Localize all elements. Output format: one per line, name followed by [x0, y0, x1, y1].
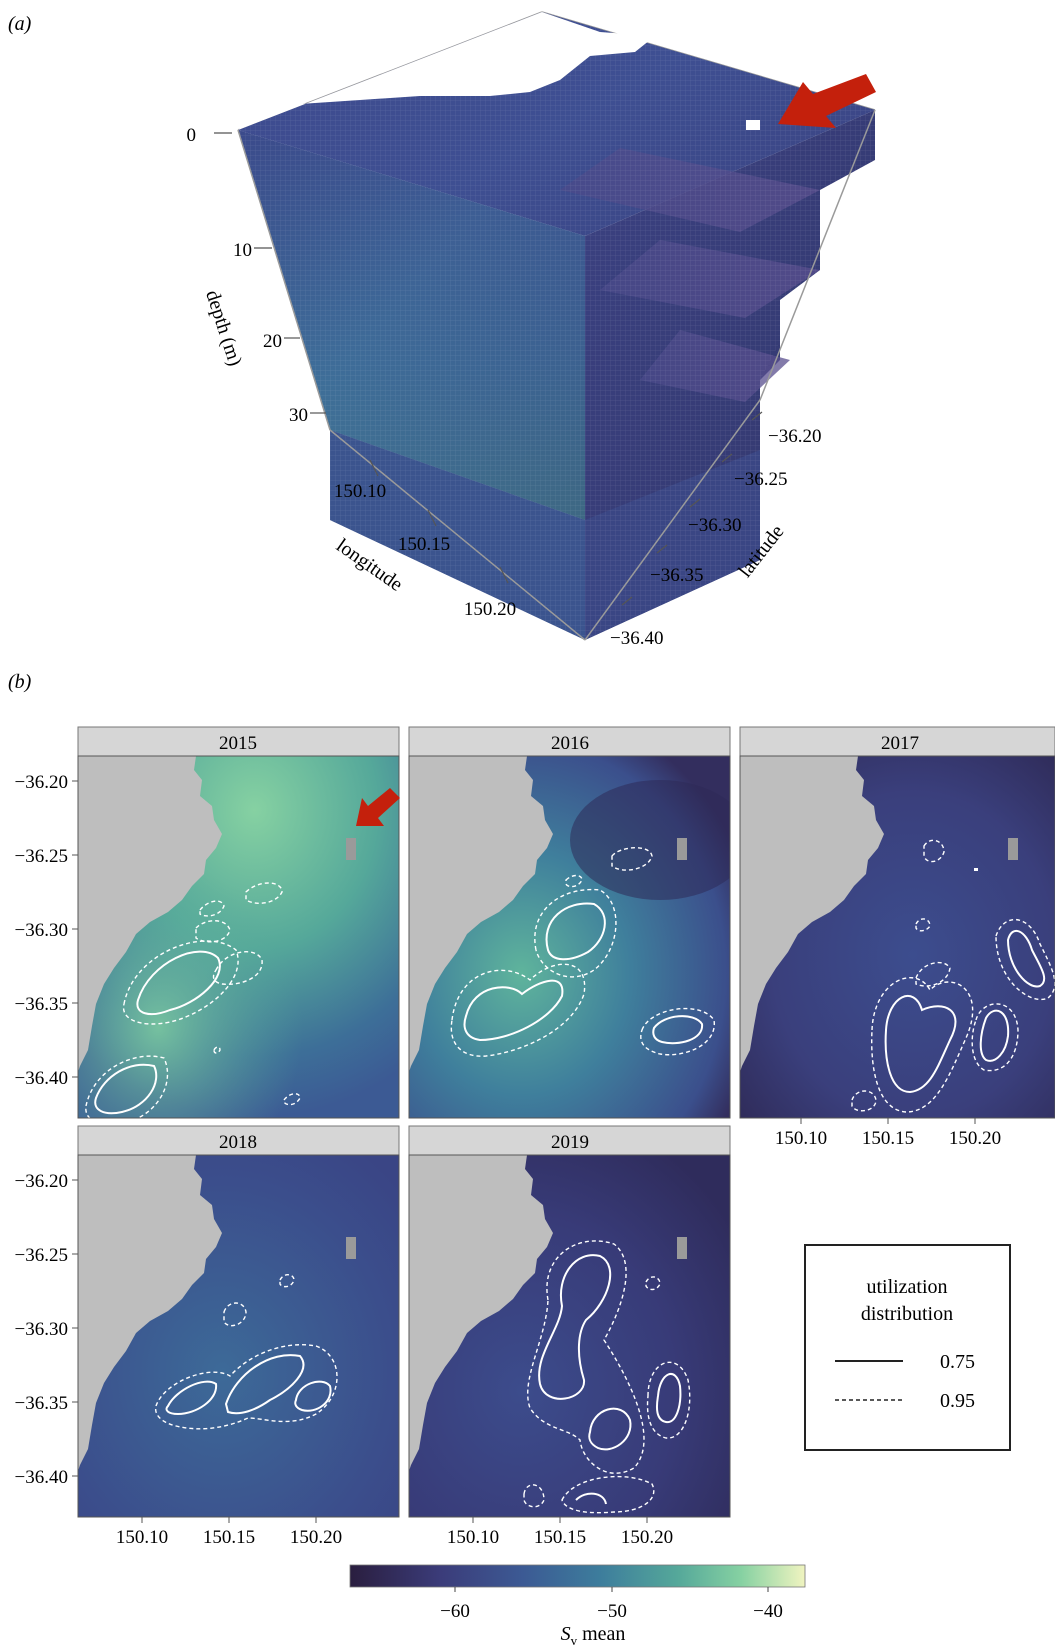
- depth-tick-10: 10: [233, 240, 252, 261]
- x-tick-150-10-2018: 150.10: [116, 1527, 168, 1548]
- x-tick-150-20-2018: 150.20: [290, 1527, 342, 1548]
- facet-title-2019: 2019: [551, 1132, 589, 1153]
- y-tick-36-40-bottom: −36.40: [15, 1467, 68, 1488]
- legend-box: [804, 1244, 1011, 1451]
- island-marker: [746, 120, 760, 130]
- y-tick-36-30-bottom: −36.30: [15, 1319, 68, 1340]
- island-2017: [1008, 838, 1018, 860]
- x-axis-2019: 150.10 150.15 150.20: [447, 1527, 673, 1548]
- colorbar-tick-minus60: −60: [440, 1601, 470, 1622]
- ud75-contours-2017: [884, 929, 1046, 1094]
- red-arrow-3d: [778, 74, 876, 128]
- land-2015: [78, 756, 222, 1072]
- x-tick-150-10-2017: 150.10: [775, 1128, 827, 1149]
- panel-a-label: (a): [8, 13, 32, 35]
- ud75-contours-2015: [94, 950, 221, 1115]
- legend-label-095: 0.95: [940, 1390, 975, 1412]
- ud95-contours-2018: [154, 1274, 338, 1430]
- x-axis-2018: 150.10 150.15 150.20: [116, 1527, 342, 1548]
- x-axis-2017: 150.10 150.15 150.20: [775, 1128, 1001, 1149]
- y-tick-36-25-bottom: −36.25: [15, 1245, 68, 1266]
- facet-title-2017: 2017: [881, 733, 919, 754]
- red-arrow-2015: [356, 788, 400, 826]
- depth-axis-title: depth (m): [201, 288, 246, 369]
- panel-a-3d-volume: 0 10 20 30 depth (m) 150.10 150.15 150.2…: [187, 11, 876, 649]
- y-tick-36-35-bottom: −36.35: [15, 1393, 68, 1414]
- panel-frame-2015: [77, 755, 400, 1119]
- colorbar-tick-minus40: −40: [753, 1601, 783, 1622]
- x-tick-150-15-2017: 150.15: [862, 1128, 914, 1149]
- land-2018: [78, 1155, 222, 1471]
- longitude-tick-150-10: 150.10: [334, 481, 386, 502]
- legend-title-line2: distribution: [861, 1303, 953, 1325]
- ud75-contours-2016: [463, 902, 704, 1045]
- depth-axis-ticks: [214, 132, 326, 414]
- x-tick-150-15-2019: 150.15: [534, 1527, 586, 1548]
- depth-tick-0: 0: [187, 125, 197, 146]
- longitude-tick-150-20: 150.20: [464, 599, 516, 620]
- land-2016: [409, 756, 553, 1072]
- island-2016: [677, 838, 687, 860]
- island-2015: [346, 838, 356, 860]
- y-axis-bottom-row: −36.20 −36.25 −36.30 −36.35 −36.40: [15, 1171, 68, 1488]
- latitude-tick-36-20: −36.20: [768, 426, 821, 447]
- x-tick-150-20-2019: 150.20: [621, 1527, 673, 1548]
- x-tick-150-10-2019: 150.10: [447, 1527, 499, 1548]
- panel-frame-2017: [739, 755, 1055, 1119]
- y-tick-36-25-top: −36.25: [15, 846, 68, 867]
- colorbar-gradient: [349, 1564, 806, 1588]
- latitude-tick-36-40: −36.40: [610, 628, 663, 649]
- island-2019: [677, 1237, 687, 1259]
- panel-frame-2016: [408, 755, 731, 1119]
- legend-utilization-distribution: utilization distribution 0.75 0.95: [804, 1244, 1011, 1451]
- ud95-contours-2016: [450, 847, 715, 1057]
- map-2017: [740, 756, 1055, 1118]
- y-tick-36-20-top: −36.20: [15, 772, 68, 793]
- ud75-contours-2019: [538, 1254, 682, 1451]
- y-tick-36-20-bottom: −36.20: [15, 1171, 68, 1192]
- latitude-tick-36-35: −36.35: [650, 565, 703, 586]
- colorbar: −60 −50 −40 Sv mean: [349, 1564, 806, 1648]
- panel-frame-2018: [77, 1154, 400, 1518]
- legend-label-075: 0.75: [940, 1351, 975, 1373]
- facet-title-2018: 2018: [219, 1132, 257, 1153]
- land-2017: [740, 756, 884, 1072]
- x-tick-150-20-2017: 150.20: [949, 1128, 1001, 1149]
- facet-strips: [77, 726, 1055, 1156]
- depth-tick-20: 20: [263, 331, 282, 352]
- latitude-axis-ticks: [621, 411, 763, 606]
- map-2018: [78, 1155, 399, 1517]
- y-axis-top-row: −36.20 −36.25 −36.30 −36.35 −36.40: [15, 772, 68, 1089]
- panel-frame-2019: [408, 1154, 731, 1518]
- ud95-contours-2017: [851, 839, 1055, 1113]
- colorbar-title: Sv mean: [561, 1623, 626, 1647]
- facet-title-2016: 2016: [551, 733, 589, 754]
- ud95-contours-2015: [85, 882, 301, 1118]
- ud75-contours-2018: [165, 1354, 332, 1416]
- legend-title-line1: utilization: [866, 1276, 947, 1298]
- map-2019: [409, 1155, 730, 1517]
- island-2018: [346, 1237, 356, 1259]
- longitude-tick-150-15: 150.15: [398, 534, 450, 555]
- colorbar-tick-minus50: −50: [597, 1601, 627, 1622]
- facet-title-2015: 2015: [219, 733, 257, 754]
- depth-tick-30: 30: [289, 405, 308, 426]
- ud95-contours-2019: [523, 1240, 691, 1514]
- latitude-tick-36-25: −36.25: [734, 469, 787, 490]
- y-tick-36-30-top: −36.30: [15, 920, 68, 941]
- y-tick-36-35-top: −36.35: [15, 994, 68, 1015]
- latitude-tick-36-30: −36.30: [688, 515, 741, 536]
- longitude-axis-ticks: [369, 459, 509, 584]
- y-tick-36-40-top: −36.40: [15, 1068, 68, 1089]
- map-2015: [78, 756, 399, 1118]
- x-tick-150-15-2018: 150.15: [203, 1527, 255, 1548]
- map-2016: [409, 756, 730, 1118]
- land-2019: [409, 1155, 553, 1471]
- panel-b-label: (b): [8, 671, 32, 693]
